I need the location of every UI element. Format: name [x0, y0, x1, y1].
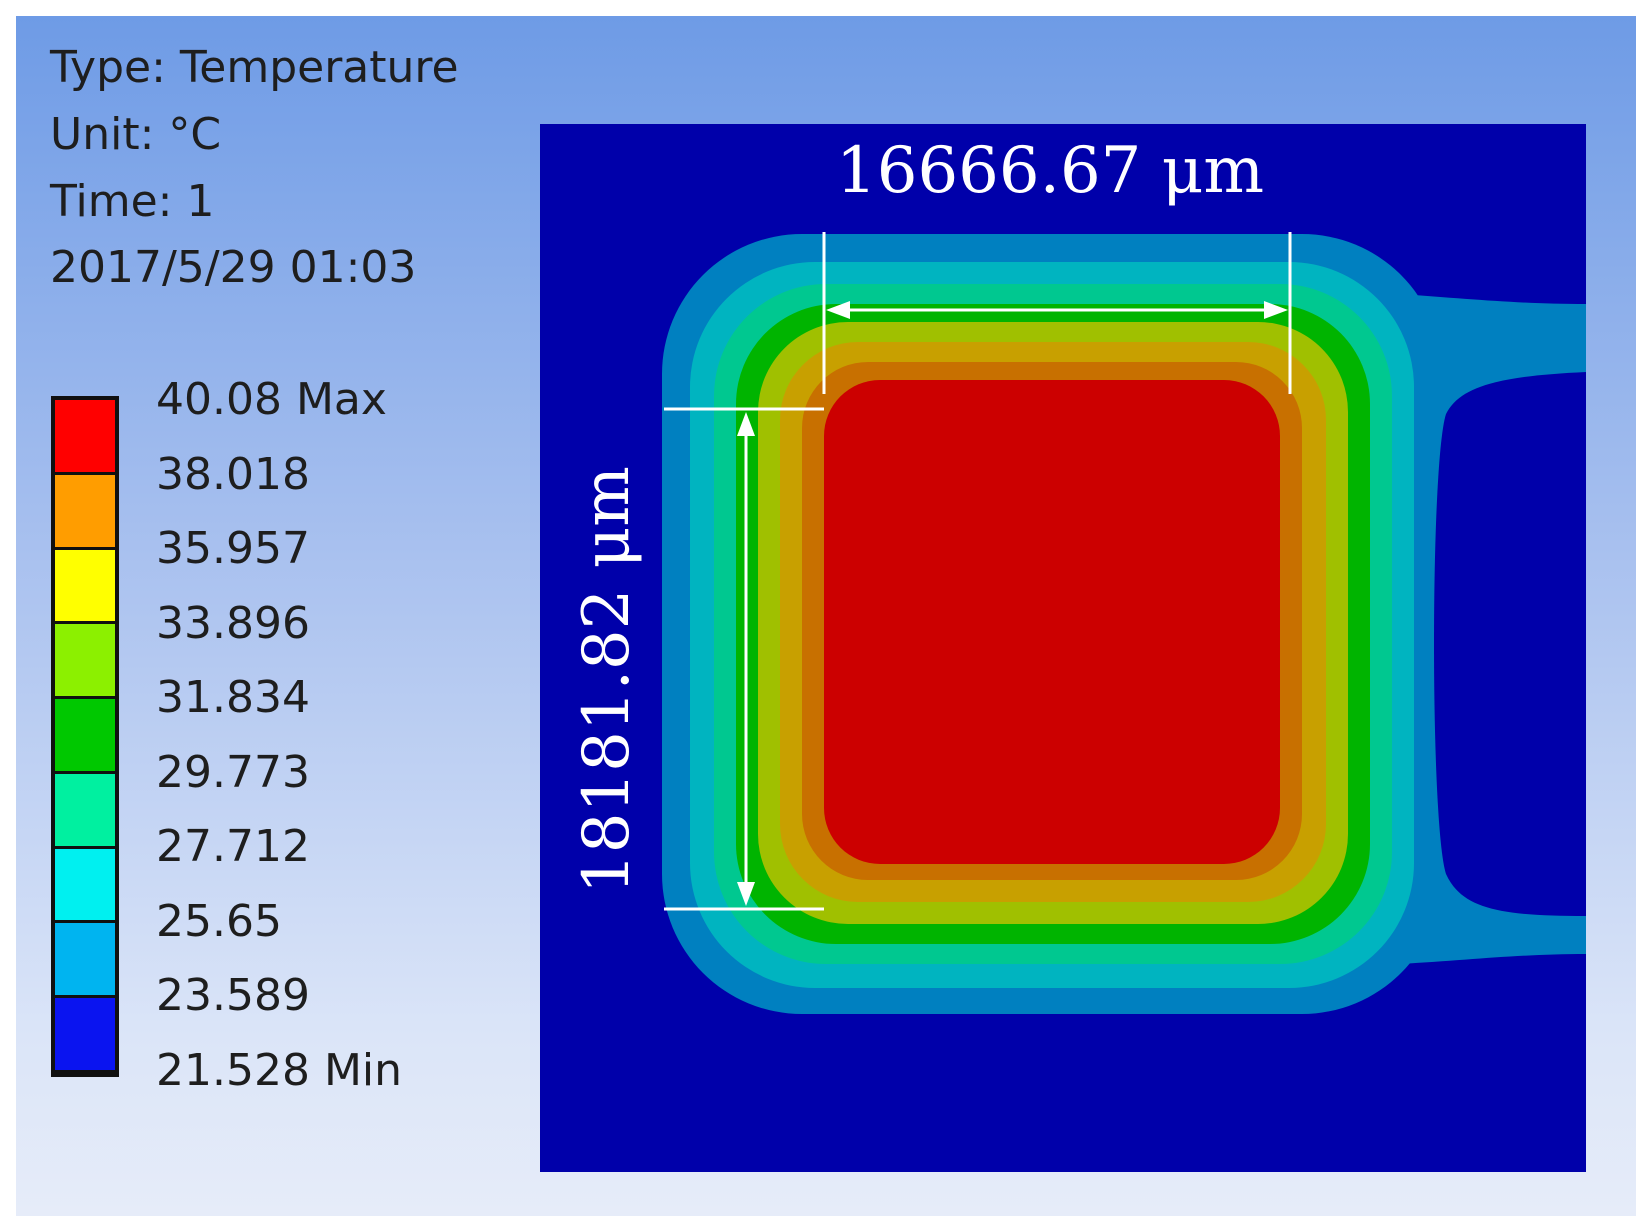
legend-label: 33.896	[156, 597, 310, 649]
legend-label: 21.528 Min	[156, 1044, 403, 1096]
legend-label: 38.018	[156, 448, 310, 500]
legend-label: 23.589	[156, 970, 310, 1022]
width-dimension	[822, 232, 1292, 394]
legend-swatch	[55, 549, 115, 622]
plot-background-notch	[1434, 372, 1586, 916]
legend-label: 40.08 Max	[156, 374, 387, 425]
legend-swatch	[55, 474, 115, 547]
height-dimension-label: 18181.82 μm	[570, 466, 644, 894]
contour-bands	[662, 234, 1586, 1014]
result-type-label: Type: Temperature	[50, 42, 459, 93]
width-dimension-label: 16666.67 μm	[836, 134, 1264, 208]
legend-swatch	[55, 773, 115, 846]
result-date-label: 2017/5/29 01:03	[50, 242, 417, 293]
contour-svg: 16666.67 μm 18181.82 μm	[540, 124, 1586, 1172]
legend-label: 27.712	[156, 821, 310, 873]
legend-label: 29.773	[156, 746, 310, 798]
height-dimension	[664, 407, 824, 911]
legend-swatch	[55, 624, 115, 697]
contour-band	[824, 380, 1280, 864]
temperature-contour-plot: 16666.67 μm 18181.82 μm	[540, 124, 1586, 1172]
legend-label: 35.957	[156, 523, 310, 575]
legend-swatch	[55, 998, 115, 1070]
result-viewport: Type: Temperature Unit: °C Time: 1 2017/…	[16, 16, 1636, 1216]
legend-label: 31.834	[156, 672, 310, 724]
result-unit-label: Unit: °C	[50, 109, 222, 160]
legend-label: 25.65	[156, 895, 282, 947]
result-time-label: Time: 1	[50, 176, 215, 227]
legend-swatch	[55, 699, 115, 771]
color-legend-bar	[51, 396, 119, 1077]
legend-swatch	[55, 848, 115, 921]
legend-swatch	[55, 400, 115, 472]
legend-swatch	[55, 923, 115, 996]
